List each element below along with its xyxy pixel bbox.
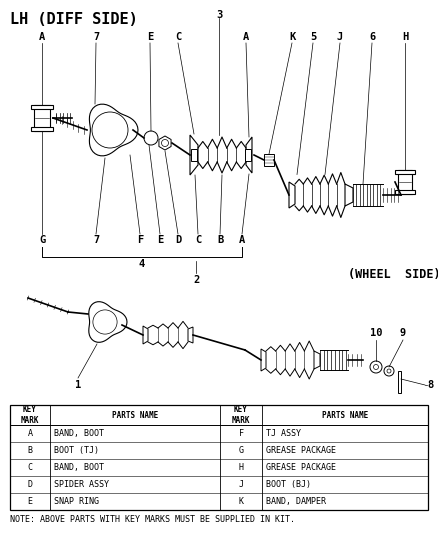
- Text: C: C: [175, 32, 181, 42]
- Text: NOTE: ABOVE PARTS WITH KEY MARKS MUST BE SUPPLIED IN KIT.: NOTE: ABOVE PARTS WITH KEY MARKS MUST BE…: [10, 515, 295, 524]
- Text: GREASE PACKAGE: GREASE PACKAGE: [266, 463, 336, 472]
- Text: C: C: [195, 235, 201, 245]
- Polygon shape: [261, 349, 266, 371]
- Circle shape: [93, 310, 117, 334]
- Polygon shape: [289, 182, 295, 208]
- Text: 9: 9: [400, 328, 406, 338]
- Text: E: E: [28, 497, 32, 506]
- Text: G: G: [39, 235, 45, 245]
- Polygon shape: [190, 135, 198, 175]
- Bar: [245, 149, 251, 161]
- Text: PARTS NAME: PARTS NAME: [112, 410, 158, 419]
- Text: J: J: [337, 32, 343, 42]
- Text: 8: 8: [427, 380, 433, 390]
- Polygon shape: [395, 190, 415, 194]
- Circle shape: [92, 112, 128, 148]
- Polygon shape: [314, 351, 320, 369]
- Circle shape: [384, 366, 394, 376]
- Text: G: G: [239, 446, 244, 455]
- Bar: [191, 149, 197, 161]
- Circle shape: [374, 365, 378, 369]
- Polygon shape: [246, 137, 252, 173]
- Text: A: A: [28, 429, 32, 438]
- Text: 7: 7: [93, 32, 99, 42]
- Polygon shape: [395, 170, 415, 174]
- Text: D: D: [28, 480, 32, 489]
- Text: H: H: [239, 463, 244, 472]
- Text: A: A: [243, 32, 249, 42]
- Text: 4: 4: [139, 259, 145, 269]
- Polygon shape: [89, 302, 127, 342]
- Text: KEY
MARK: KEY MARK: [232, 405, 250, 425]
- Text: PARTS NAME: PARTS NAME: [322, 410, 368, 419]
- Text: LH (DIFF SIDE): LH (DIFF SIDE): [10, 12, 138, 27]
- Text: SNAP RING: SNAP RING: [54, 497, 99, 506]
- Bar: [10, 405, 428, 510]
- Circle shape: [144, 131, 158, 145]
- Text: E: E: [157, 235, 163, 245]
- Polygon shape: [31, 105, 53, 109]
- Text: D: D: [175, 235, 181, 245]
- Polygon shape: [89, 104, 138, 156]
- Text: A: A: [239, 235, 245, 245]
- Polygon shape: [398, 170, 412, 194]
- Text: H: H: [402, 32, 408, 42]
- Polygon shape: [34, 105, 50, 131]
- Text: 6: 6: [369, 32, 375, 42]
- Circle shape: [162, 140, 169, 147]
- Bar: [398, 371, 400, 393]
- Text: 10: 10: [370, 328, 382, 338]
- Text: 1: 1: [75, 380, 81, 390]
- Polygon shape: [143, 326, 148, 344]
- Bar: [264, 154, 274, 166]
- Text: BOOT (TJ): BOOT (TJ): [54, 446, 99, 455]
- Text: BAND, DAMPER: BAND, DAMPER: [266, 497, 326, 506]
- Text: C: C: [28, 463, 32, 472]
- Text: BAND, BOOT: BAND, BOOT: [54, 429, 104, 438]
- Text: TJ ASSY: TJ ASSY: [266, 429, 301, 438]
- Text: SPIDER ASSY: SPIDER ASSY: [54, 480, 109, 489]
- Text: 2: 2: [193, 275, 199, 285]
- Text: K: K: [239, 497, 244, 506]
- Text: (WHEEL  SIDE): (WHEEL SIDE): [348, 268, 438, 281]
- Text: 3: 3: [216, 10, 222, 20]
- Polygon shape: [345, 184, 353, 206]
- Polygon shape: [159, 136, 171, 150]
- Text: A: A: [39, 32, 45, 42]
- Polygon shape: [188, 327, 193, 343]
- Text: F: F: [239, 429, 244, 438]
- Text: K: K: [289, 32, 295, 42]
- Text: B: B: [28, 446, 32, 455]
- Polygon shape: [31, 127, 53, 131]
- Text: 7: 7: [93, 235, 99, 245]
- Circle shape: [387, 369, 391, 373]
- Text: J: J: [239, 480, 244, 489]
- Text: BAND, BOOT: BAND, BOOT: [54, 463, 104, 472]
- Text: 5: 5: [310, 32, 316, 42]
- Text: GREASE PACKAGE: GREASE PACKAGE: [266, 446, 336, 455]
- Text: B: B: [217, 235, 223, 245]
- Circle shape: [370, 361, 382, 373]
- Text: BOOT (BJ): BOOT (BJ): [266, 480, 311, 489]
- Text: F: F: [137, 235, 143, 245]
- Text: E: E: [147, 32, 153, 42]
- Text: KEY
MARK: KEY MARK: [21, 405, 39, 425]
